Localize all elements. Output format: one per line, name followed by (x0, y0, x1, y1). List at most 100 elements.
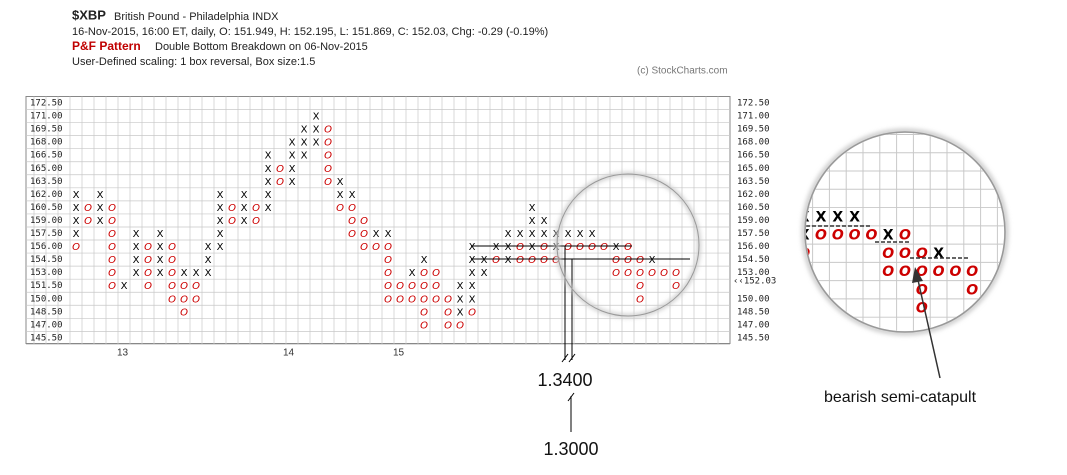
x-box: X (133, 268, 140, 279)
x-box: X (301, 151, 308, 162)
x-box: X (463, 82, 474, 98)
o-box: O (144, 281, 152, 292)
inset-circle (804, 131, 1006, 333)
o-box: O (899, 264, 911, 280)
x-box: X (429, 82, 440, 98)
x-box: X (73, 216, 80, 227)
y-tick-label-right: 156.00 (737, 242, 770, 252)
arrow-head (912, 267, 923, 283)
y-tick-label-right: 147.00 (737, 320, 770, 330)
o-box: O (966, 264, 978, 280)
y-tick-label: 165.00 (30, 164, 63, 174)
x-box: X (265, 151, 272, 162)
x-box: X (782, 191, 793, 207)
x-box: X (349, 190, 356, 201)
o-box: O (348, 229, 356, 240)
y-tick-label: 147.00 (30, 320, 63, 330)
o-box: O (564, 242, 572, 253)
o-box: O (648, 268, 656, 279)
o-box: O (420, 281, 428, 292)
x-box: X (289, 138, 296, 149)
o-box: O (168, 242, 176, 253)
o-box: O (228, 216, 236, 227)
x-box: X (73, 229, 80, 240)
y-tick-label: 168.00 (30, 138, 63, 148)
x-box: X (517, 229, 524, 240)
scaling: User-Defined scaling: 1 box reversal, Bo… (72, 56, 315, 68)
x-box: X (301, 138, 308, 149)
x-box: X (217, 242, 224, 253)
o-box: O (781, 228, 793, 244)
x-box: X (265, 177, 272, 188)
x-box: X (373, 229, 380, 240)
y-tick-label-right: 169.50 (737, 125, 770, 135)
o-box: O (72, 242, 80, 253)
y-tick-label-right: 165.00 (737, 164, 770, 174)
symbol: $XBP (72, 7, 106, 22)
pattern-label: P&F Pattern (72, 39, 141, 53)
year-label: 13 (117, 348, 129, 359)
y-tick-label-right: 166.50 (737, 151, 770, 161)
x-box: X (469, 281, 476, 292)
o-box: O (600, 242, 608, 253)
o-box: O (540, 255, 548, 266)
x-box: X (385, 229, 392, 240)
o-box: O (192, 281, 200, 292)
y-tick-label-right: 163.50 (737, 177, 770, 187)
o-box: O (420, 268, 428, 279)
x-box: X (181, 268, 188, 279)
x-box: X (782, 209, 793, 225)
x-box: X (613, 242, 620, 253)
x-box: X (481, 255, 488, 266)
o-box: O (384, 268, 392, 279)
x-box: X (457, 307, 464, 318)
y-tick-label-right: 154.50 (737, 255, 770, 265)
x-box: X (799, 209, 810, 225)
y-tick-label-right: 171.00 (737, 112, 770, 122)
x-box: X (469, 242, 476, 253)
o-box: O (916, 264, 928, 280)
x-box: X (409, 268, 416, 279)
o-box: O (660, 268, 668, 279)
inset: XXXXOOOXXXOOOOOOOXXXXXOOOOXXXXOOOOOXOOOX… (429, 82, 1004, 331)
y-tick-label-right: 150.00 (737, 294, 770, 304)
o-box: O (552, 255, 560, 266)
y-tick-label: 153.00 (30, 268, 63, 278)
x-box: X (301, 125, 308, 136)
o-box: O (396, 281, 404, 292)
x-box: X (505, 229, 512, 240)
annotation: 1.3000 (543, 439, 598, 459)
x-box: X (205, 242, 212, 253)
x-box: X (529, 242, 536, 253)
o-box: O (815, 228, 827, 244)
o-box: O (324, 125, 332, 136)
x-box: X (241, 216, 248, 227)
o-box: O (108, 242, 116, 253)
o-box: O (636, 281, 644, 292)
count-lines (471, 245, 690, 432)
o-box: O (408, 294, 416, 305)
y-tick-label: 150.00 (30, 294, 63, 304)
o-box: O (144, 255, 152, 266)
o-box: O (408, 281, 416, 292)
o-box: O (933, 264, 945, 280)
highlight-circle (556, 173, 700, 317)
o-box: O (384, 294, 392, 305)
x-box: X (577, 229, 584, 240)
y-tick-label-right: 145.50 (737, 333, 770, 343)
o-box: O (420, 307, 428, 318)
x-box: X (457, 294, 464, 305)
o-box: O (916, 301, 928, 317)
o-box: O (516, 255, 524, 266)
x-box: X (97, 203, 104, 214)
y-tick-label: 169.50 (30, 125, 63, 135)
o-box: O (384, 255, 392, 266)
x-box: X (529, 216, 536, 227)
o-box: O (832, 228, 844, 244)
o-box: O (444, 320, 452, 331)
y-tick-label: 171.00 (30, 112, 63, 122)
o-box: O (192, 294, 200, 305)
x-box: X (337, 190, 344, 201)
x-box: X (505, 242, 512, 253)
o-box: O (588, 242, 596, 253)
